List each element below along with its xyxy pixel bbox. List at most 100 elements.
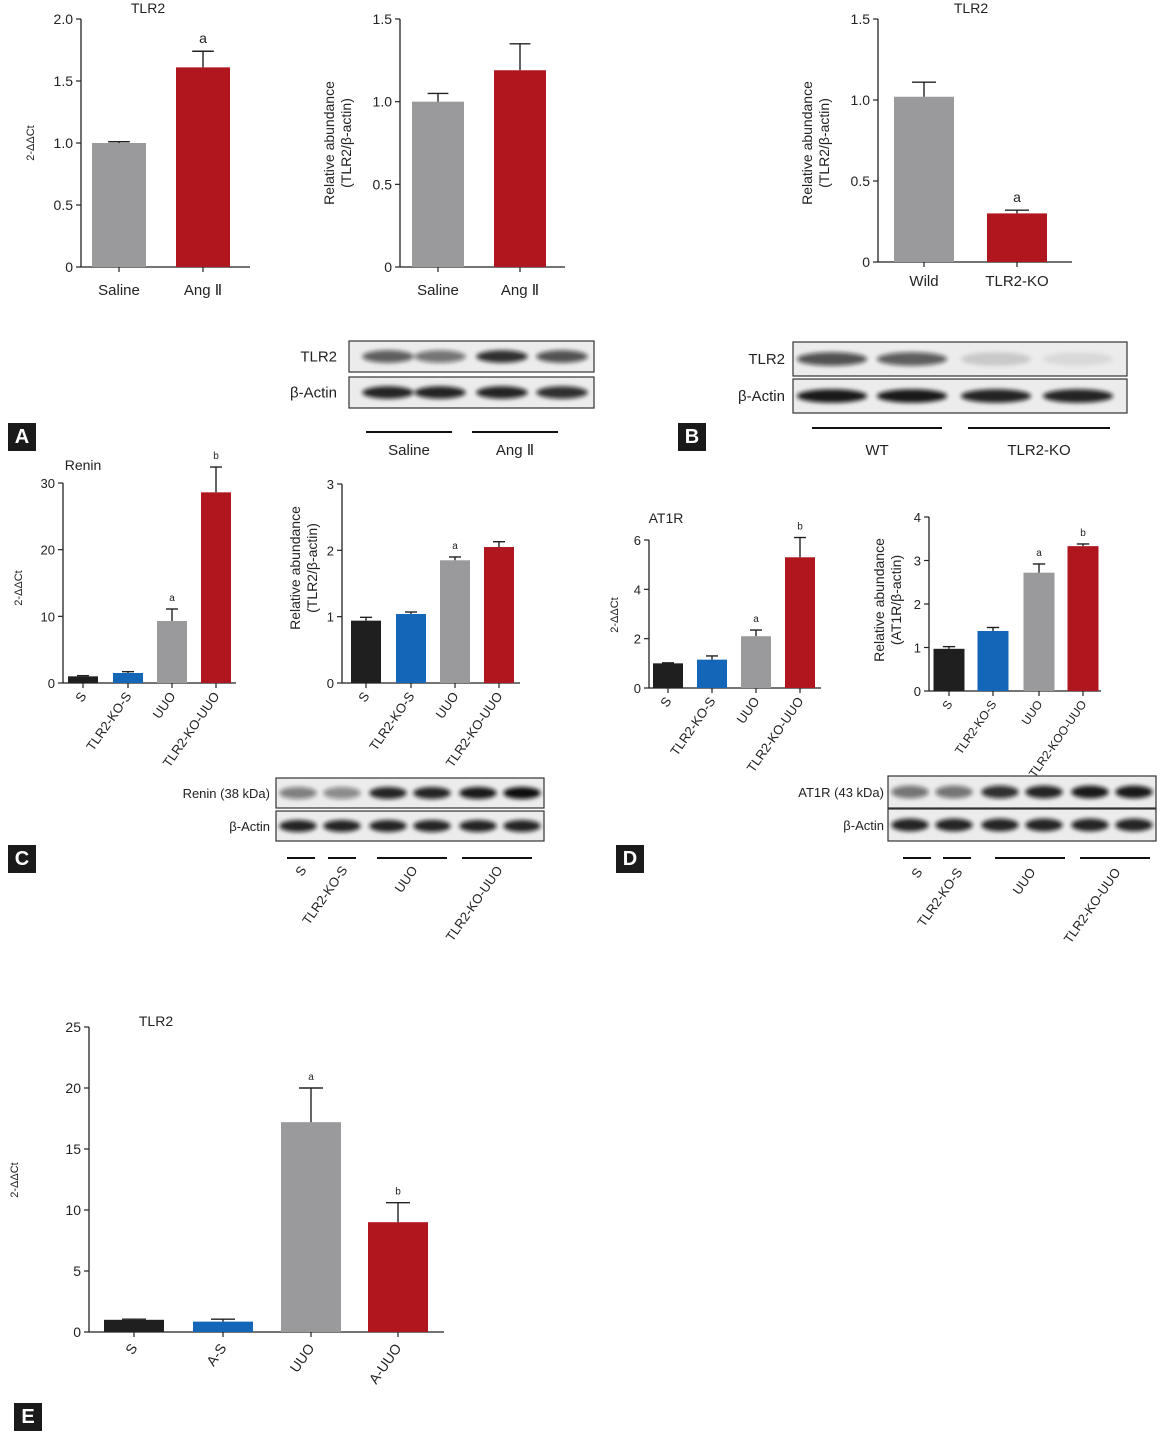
lane-group-label: Saline [388,442,430,459]
blot-band [1071,785,1109,799]
y-axis-label-line2: (TLR2/β-actin) [304,523,320,613]
lane-group-label: UUO [392,863,421,895]
blot-band [891,818,929,832]
blot-row-label: TLR2 [748,351,785,368]
x-tick-label: UUO [433,689,462,721]
panel-label-a: A [8,423,36,451]
y-tick-label: 0.5 [54,197,74,213]
x-tick-label: UUO [286,1340,317,1375]
blot-band [981,785,1019,799]
y-tick-label: 0 [65,259,73,275]
significance-label: a [308,1072,314,1083]
blot-band [362,350,414,363]
blot-band [413,820,451,832]
panel-label-d: D [616,845,644,873]
y-axis-label: 2-ΔΔCt [609,597,621,632]
bar-C-mrna-0 [68,676,98,683]
bar-D-mrna-0 [653,663,683,688]
x-tick-label: S [122,1341,140,1358]
bar-C-protein-0 [351,620,381,683]
y-tick-label: 0.5 [373,176,393,192]
blot-band [876,389,948,403]
blot-band [369,787,407,799]
panel-label-b: B [678,423,706,451]
significance-label: a [452,541,458,552]
y-tick-label: 20 [65,1080,81,1096]
bar-E-mrna-0 [104,1319,164,1332]
y-tick-label: 0 [48,676,55,691]
y-tick-label: 0 [634,681,641,696]
blot-band [414,386,466,399]
y-axis-label: 2-ΔΔCt [25,125,37,160]
blot-row-label: β-Actin [843,818,884,833]
blot-B-blot: TLR2 β-Actin WT TLR2-KO [738,341,1128,459]
y-tick-label: 30 [41,476,55,491]
lane-group-label: TLR2-KO [1007,442,1070,459]
significance-label: b [1080,528,1086,539]
lane-group-label: WT [865,442,888,459]
bar-A-protein-0 [412,101,464,268]
significance-label: a [1013,189,1021,205]
blot-band [935,785,973,799]
blot-A-blot: TLR2 β-Actin Saline Ang Ⅱ [290,340,595,459]
bar-C-protein-1 [396,614,426,683]
y-tick-label: 0 [384,259,392,275]
bar-E-mrna-3 [368,1222,428,1332]
blot-band [1115,785,1153,799]
blot-band [369,820,407,832]
y-tick-label: 0 [73,1324,81,1340]
bar-D-mrna-1 [697,659,727,688]
blot-band [536,386,588,399]
x-tick-label: Saline [98,282,140,299]
blot-band [503,787,541,799]
bar-A-mrna-1 [176,67,230,267]
lane-group-label: Ang Ⅱ [496,442,534,459]
panel-label-c: C [8,845,36,873]
blot-band [796,389,868,403]
y-tick-label: 3 [914,554,921,569]
blot-row-label: AT1R (43 kDa) [798,785,884,800]
chart-title: TLR2 [131,0,165,16]
bar-C-mrna-3 [201,492,231,683]
bar-C-mrna-1 [113,673,143,683]
blot-band [1042,352,1114,366]
blot-band [323,787,361,799]
x-tick-label: UUO [1019,698,1046,728]
significance-label: a [1036,548,1042,559]
x-tick-label: TLR2-KO-S [366,689,417,753]
chart-A-mrna: 0 0.5 1.0 1.5 2.0 Saline Ang Ⅱ a TLR2 2-ΔΔCt [25,0,250,299]
blot-row-label: β-Actin [738,388,785,405]
significance-label: a [169,593,175,604]
blot-band [1025,785,1063,799]
blot-band [413,787,451,799]
blot-band [323,820,361,832]
y-tick-label: 1.0 [851,92,871,108]
blot-row-label: β-Actin [229,819,270,834]
bar-D-mrna-3 [785,557,815,688]
x-tick-label: Ang Ⅱ [501,282,539,299]
lane-group-label: TLR2-KO-UUO [1061,865,1124,946]
bar-D-protein-0 [933,648,965,691]
y-axis-label-line1: Relative abundance [287,506,303,630]
y-tick-label: 0.5 [851,173,871,189]
y-tick-label: 1.0 [373,94,393,110]
blot-band [960,389,1032,403]
blot-row-label: TLR2 [300,349,337,366]
chart-B-protein: 0 0.5 1.0 1.5 Wild TLR2-KO a TLR2 Relative abund… [799,0,1072,290]
y-tick-label: 2 [914,597,921,612]
bar-B-protein-1 [987,213,1047,262]
significance-label: a [753,614,759,625]
x-tick-label: A-UUO [365,1340,404,1386]
chart-title: TLR2 [139,1013,173,1029]
y-axis-label: Relative abundance(TLR2/β-actin) [799,81,832,205]
y-tick-label: 4 [914,510,921,525]
y-tick-label: 1.0 [54,135,74,151]
bar-D-protein-3 [1067,546,1099,691]
significance-label: b [395,1187,401,1198]
y-tick-label: 2.0 [54,11,74,27]
